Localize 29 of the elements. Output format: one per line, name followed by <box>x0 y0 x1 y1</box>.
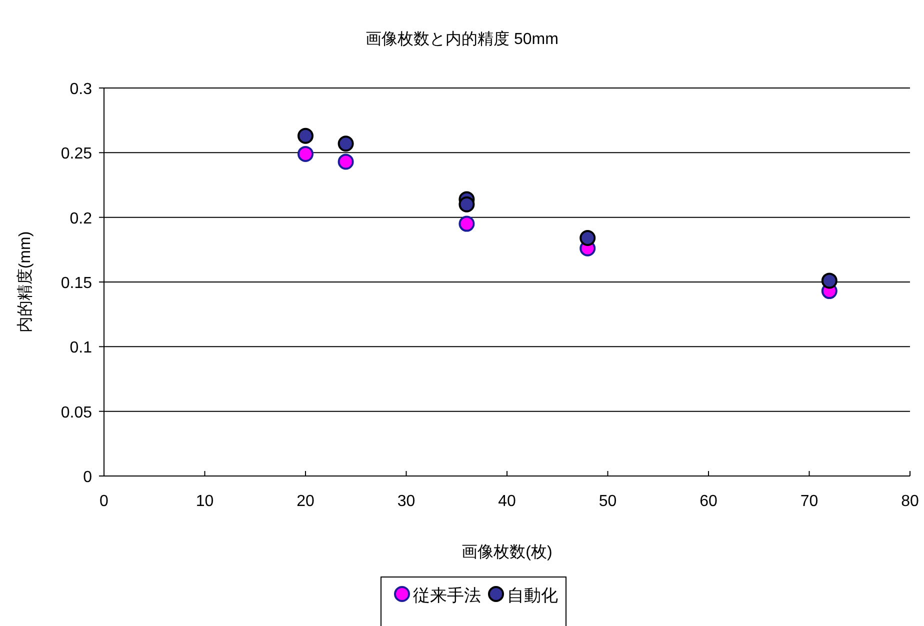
point <box>298 146 314 162</box>
y-axis-title: 内的精度(mm) <box>16 231 34 333</box>
point <box>821 272 838 289</box>
y-tick-label: 0.1 <box>70 340 92 357</box>
chart-title: 画像枚数と内的精度 50mm <box>366 30 558 48</box>
point <box>338 136 354 152</box>
x-tick-label: 60 <box>700 493 718 510</box>
x-axis-title: 画像枚数(枚) <box>462 544 552 561</box>
point <box>338 154 354 170</box>
x-tick-label: 70 <box>800 493 818 510</box>
x-tick-label: 20 <box>296 493 314 510</box>
y-tick-label: 0.05 <box>60 404 92 422</box>
x-tick-label: 30 <box>397 493 416 510</box>
y-tick-label: 0.25 <box>60 146 92 163</box>
point <box>298 128 314 144</box>
legend-label: 自動化 <box>507 586 558 605</box>
y-tick-label: 0.2 <box>70 210 92 228</box>
point <box>458 216 475 232</box>
y-tick-label: 0.15 <box>60 275 92 292</box>
x-tick-label: 10 <box>196 493 214 510</box>
legend-label: 従来手法 <box>413 586 481 605</box>
y-tick-label: 0 <box>83 469 92 486</box>
x-tick-label: 80 <box>901 493 919 510</box>
point <box>580 230 596 246</box>
x-tick-label: 40 <box>498 493 516 510</box>
x-tick-label: 0 <box>100 493 109 510</box>
y-tick-label: 0.3 <box>70 81 92 98</box>
point <box>458 196 475 212</box>
x-tick-label: 50 <box>598 493 617 510</box>
